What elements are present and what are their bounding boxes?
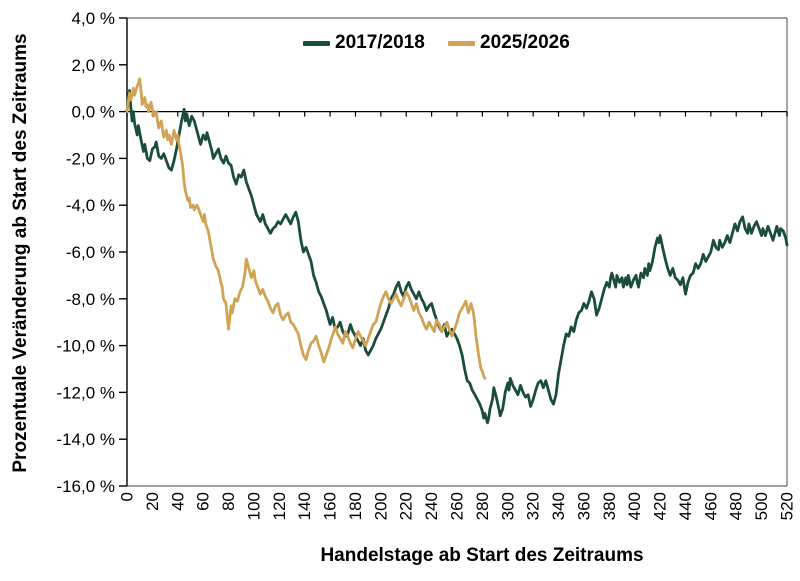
y-tick-label: -16,0 % xyxy=(56,477,115,496)
legend-item-2017-2018: 2017/2018 xyxy=(303,32,425,54)
x-tick-label: 420 xyxy=(651,492,670,520)
y-tick-label: 4,0 % xyxy=(72,9,115,28)
x-tick-label: 460 xyxy=(701,492,720,520)
y-tick-label: -8,0 % xyxy=(66,290,115,309)
x-tick-label: 140 xyxy=(295,492,314,520)
x-tick-label: 300 xyxy=(498,492,517,520)
x-tick-label: 200 xyxy=(371,492,390,520)
series-line-2017-2018 xyxy=(125,89,789,425)
x-tick-label: 380 xyxy=(600,492,619,520)
x-tick-label: 340 xyxy=(549,492,568,520)
y-tick-label: 2,0 % xyxy=(72,56,115,75)
x-tick-label: 440 xyxy=(676,492,695,520)
y-tick-label: -14,0 % xyxy=(56,430,115,449)
x-tick-label: 100 xyxy=(244,492,263,520)
x-tick-label: 400 xyxy=(625,492,644,520)
x-tick-label: 320 xyxy=(524,492,543,520)
y-tick-label: -12,0 % xyxy=(56,383,115,402)
series-line-2025-2026 xyxy=(125,77,487,380)
y-tick-label: -10,0 % xyxy=(56,337,115,356)
x-tick-label: 360 xyxy=(574,492,593,520)
x-tick-label: 480 xyxy=(727,492,746,520)
x-tick-label: 0 xyxy=(118,492,137,501)
legend-item-2025-2026: 2025/2026 xyxy=(448,32,570,54)
legend-swatch-2017-2018-icon xyxy=(303,40,330,46)
legend-label-2025-2026: 2025/2026 xyxy=(480,32,570,53)
x-tick-label: 520 xyxy=(778,492,797,520)
x-tick-label: 80 xyxy=(219,492,238,511)
x-tick-label: 260 xyxy=(448,492,467,520)
x-tick-label: 120 xyxy=(270,492,289,520)
y-tick-label: -4,0 % xyxy=(66,196,115,215)
x-tick-label: 220 xyxy=(397,492,416,520)
x-tick-label: 180 xyxy=(346,492,365,520)
x-tick-label: 160 xyxy=(321,492,340,520)
x-tick-label: 20 xyxy=(143,492,162,511)
x-tick-label: 240 xyxy=(422,492,441,520)
legend-swatch-2025-2026-icon xyxy=(448,40,475,46)
y-tick-label: -6,0 % xyxy=(66,243,115,262)
y-tick-label: 0,0 % xyxy=(72,103,115,122)
x-tick-label: 280 xyxy=(473,492,492,520)
y-tick-label: -2,0 % xyxy=(66,149,115,168)
x-tick-label: 40 xyxy=(168,492,187,511)
y-axis-title: Prozentuale Veränderung ab Start des Zei… xyxy=(10,33,31,473)
x-tick-label: 60 xyxy=(194,492,213,511)
x-tick-label: 500 xyxy=(752,492,771,520)
x-axis-title: Handelstage ab Start des Zeitraums xyxy=(320,545,644,566)
legend-label-2017-2018: 2017/2018 xyxy=(335,32,425,53)
